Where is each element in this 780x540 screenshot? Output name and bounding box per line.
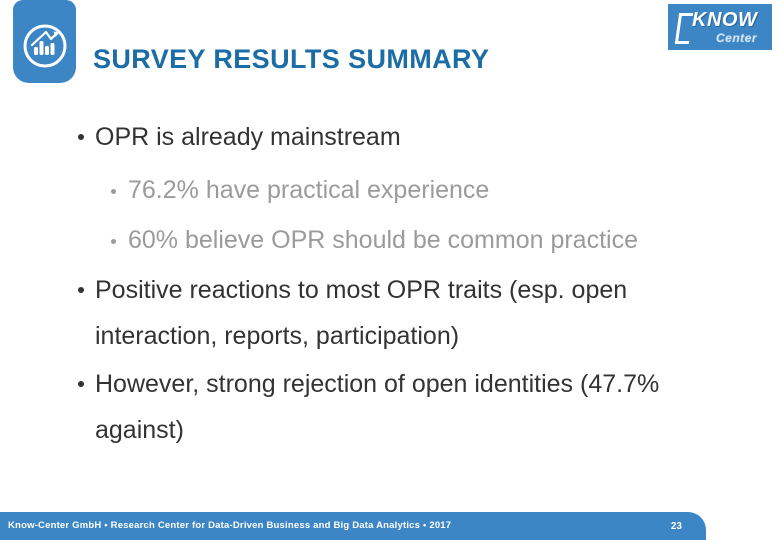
footer-bar: Know-Center GmbH • Research Center for D… xyxy=(0,512,706,540)
footer-text: Know-Center GmbH • Research Center for D… xyxy=(8,520,452,531)
bullet-text-line1: However, strong rejection of open identi… xyxy=(95,370,660,398)
know-center-logo: KNOW Center xyxy=(668,4,772,50)
bullet-text-line2: against) xyxy=(95,416,184,444)
bullet-text: 76.2% have practical experience xyxy=(128,176,490,204)
bullet-text: OPR is already mainstream xyxy=(95,123,401,151)
bullet-item: However, strong rejection of open identi… xyxy=(78,361,775,453)
bullet-item: OPR is already mainstream xyxy=(78,114,735,160)
page-number: 23 xyxy=(670,521,682,532)
chart-badge xyxy=(13,0,76,83)
sub-bullet-item: 60% believe OPR should be common practic… xyxy=(111,217,748,263)
bullet-item: Positive reactions to most OPR traits (e… xyxy=(78,267,715,359)
logo-word: KNOW xyxy=(692,9,758,31)
bullet-text-line1: Positive reactions to most OPR traits (e… xyxy=(95,276,628,304)
bullet-text: 60% believe OPR should be common practic… xyxy=(128,226,638,254)
bullet-text-line2: interaction, reports, participation) xyxy=(95,322,460,350)
page-title: SURVEY RESULTS SUMMARY xyxy=(93,44,490,74)
sub-bullet-item: 76.2% have practical experience xyxy=(111,167,748,213)
logo-subword: Center xyxy=(716,31,758,45)
